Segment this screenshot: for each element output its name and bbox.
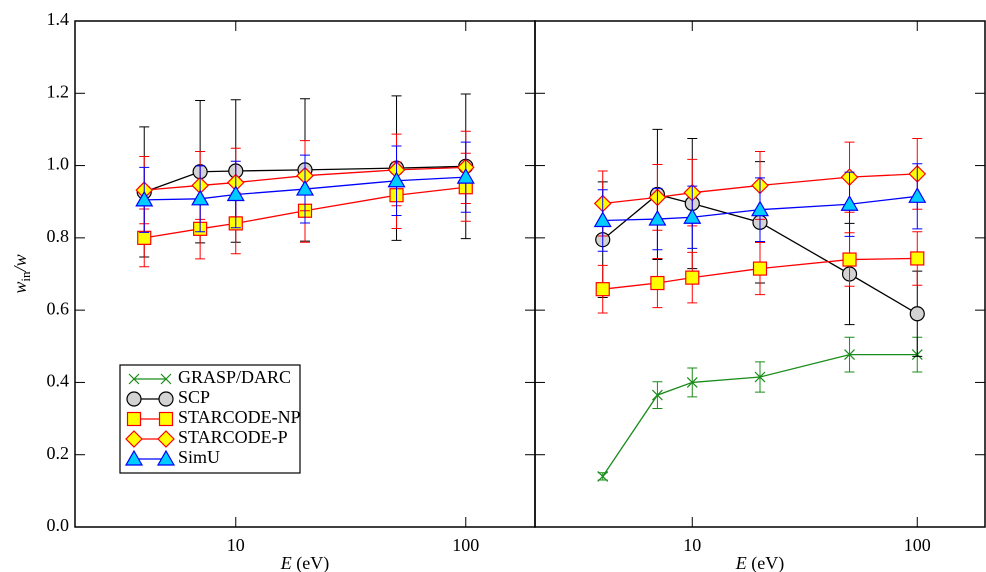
marker [137, 230, 152, 245]
series-line [144, 186, 466, 239]
marker [908, 187, 927, 203]
x-tick-label: 10 [227, 535, 245, 555]
x-axis-label: E (eV) [735, 553, 784, 572]
marker [593, 211, 612, 228]
y-tick-label: 1.4 [47, 9, 70, 29]
x-axis-label-symbol: E [735, 553, 747, 572]
y-axis-label-rest: /w [10, 254, 30, 272]
x-tick-label: 10 [683, 535, 701, 555]
plot-frame [534, 20, 986, 528]
y-axis-label-symbol: w [10, 282, 30, 294]
legend-marker [157, 430, 175, 448]
marker [295, 179, 315, 196]
series-line [144, 165, 466, 193]
marker [685, 270, 700, 285]
x-axis-label: E (eV) [280, 553, 329, 572]
legend-marker [126, 411, 142, 427]
x-tick-label: 100 [452, 535, 479, 555]
legend-marker [124, 449, 144, 466]
legend-marker [158, 391, 174, 407]
y-tick-label: 0.6 [47, 298, 70, 318]
marker [191, 189, 210, 206]
legend-marker [160, 373, 172, 385]
series-line [602, 173, 918, 205]
legend-label: STARCODE-NP [178, 407, 301, 427]
series-line [144, 166, 466, 191]
marker [840, 195, 859, 211]
series-line [602, 195, 918, 222]
marker [683, 208, 702, 224]
legend-marker [158, 411, 174, 427]
marker [842, 252, 857, 267]
marker [752, 261, 768, 276]
marker [650, 275, 665, 291]
marker [226, 185, 245, 202]
y-tick-label: 0.2 [47, 443, 70, 463]
legend-marker [128, 373, 140, 385]
legend-label: STARCODE-P [178, 427, 288, 447]
legend-marker [156, 449, 176, 466]
legend-marker [125, 430, 143, 448]
legend-marker [126, 391, 142, 407]
y-tick-label: 1.2 [47, 81, 70, 101]
marker [648, 209, 667, 226]
marker [754, 371, 766, 383]
marker [387, 171, 406, 188]
x-axis-label-symbol: E [280, 553, 292, 572]
series-line [602, 353, 918, 477]
marker [844, 349, 855, 361]
y-axis-label-subscript: in [18, 271, 33, 282]
y-tick-label: 0.8 [47, 226, 70, 246]
x-axis-label-unit: (eV) [292, 553, 329, 572]
panel: 0.0 0.2 0.4 0.6 0.8 1.0 1.2 1.4 10 100 E (eV) win/w… [10, 9, 536, 572]
marker [686, 377, 698, 388]
series-line [602, 257, 918, 290]
marker [456, 167, 475, 184]
y-axis-label: win/w [10, 254, 33, 293]
legend-label: GRASP/DARC [178, 367, 291, 387]
y-tick-label: 1.0 [47, 154, 70, 174]
y-tick-label: 0.4 [47, 371, 70, 391]
panel: 10 100 E (eV) [534, 20, 986, 572]
series-line [144, 176, 466, 201]
legend-label: SCP [178, 387, 210, 407]
marker [597, 470, 609, 482]
marker [651, 389, 663, 401]
legend-label: SimU [178, 447, 220, 467]
x-axis-label-unit: (eV) [747, 553, 784, 572]
y-tick-label: 0.0 [47, 515, 70, 535]
x-tick-label: 100 [904, 535, 931, 555]
marker [595, 282, 610, 297]
marker [909, 306, 925, 322]
marker [135, 190, 154, 207]
marker [750, 200, 770, 217]
marker [910, 251, 925, 266]
